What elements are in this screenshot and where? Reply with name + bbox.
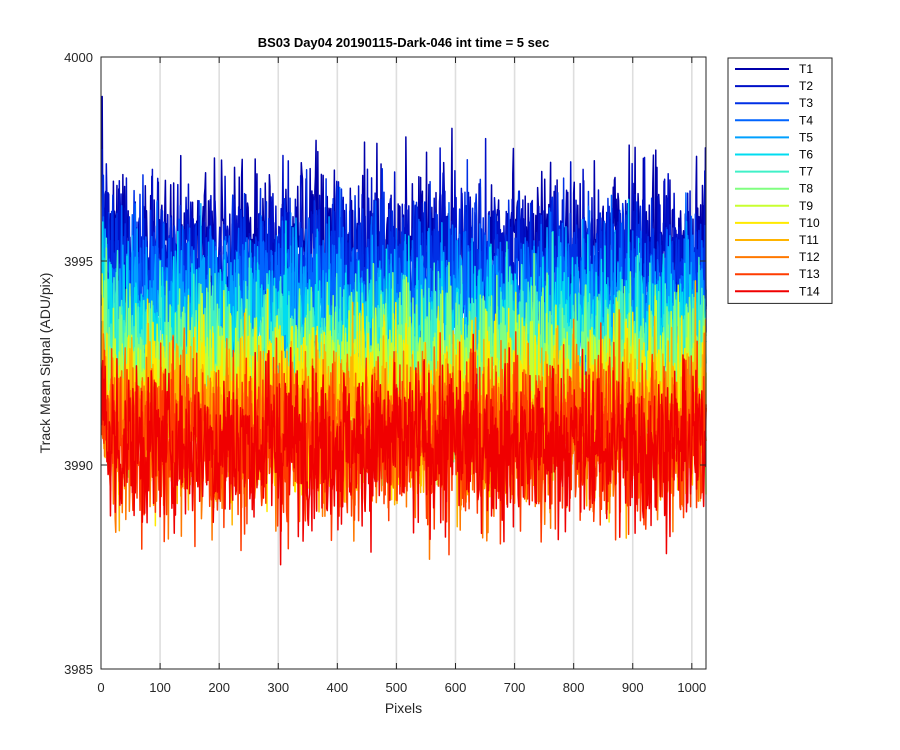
legend-label: T13: [799, 267, 820, 281]
legend-box: [727, 57, 833, 304]
x-tick-label: 300: [267, 680, 289, 695]
legend-label: T9: [799, 199, 813, 213]
legend-label: T11: [799, 233, 819, 247]
series-lines: [100, 95, 707, 566]
legend-label: T10: [799, 216, 820, 230]
x-tick-label: 400: [326, 680, 348, 695]
y-tick-label: 4000: [64, 50, 93, 65]
legend-label: T14: [799, 284, 820, 298]
series-line-T14: [100, 333, 707, 566]
y-tick-label: 3995: [64, 254, 93, 269]
y-tick-label: 3990: [64, 458, 93, 473]
y-axis-ticks: 3985 3990 3995 4000: [64, 50, 706, 677]
x-tick-label: 0: [97, 680, 104, 695]
x-tick-label: 1000: [677, 680, 706, 695]
legend-label: T3: [799, 96, 813, 110]
chart-title: BS03 Day04 20190115-Dark-046 int time = …: [258, 35, 550, 50]
x-tick-label: 100: [149, 680, 171, 695]
legend-label: T8: [799, 182, 813, 196]
legend-label: T12: [799, 250, 820, 264]
x-tick-label: 900: [622, 680, 644, 695]
legend-label: T4: [799, 113, 813, 127]
x-tick-label: 800: [563, 680, 585, 695]
legend: T1 T2 T3 T4 T5 T6 T7 T8 T9 T10 T11 T12 T13 T14: [727, 57, 833, 304]
x-tick-label: 700: [504, 680, 526, 695]
legend-label: T7: [799, 165, 813, 179]
legend-label: T5: [799, 130, 813, 144]
legend-label: T6: [799, 148, 813, 162]
plot-frame: [100, 56, 707, 670]
x-tick-label: 200: [208, 680, 230, 695]
x-axis-ticks: 0 100 200 300 400 500 600 700 800 900 1000: [97, 57, 706, 695]
x-tick-label: 500: [386, 680, 408, 695]
legend-label: T2: [799, 79, 813, 93]
x-tick-label: 600: [445, 680, 467, 695]
x-axis-label: Pixels: [385, 700, 422, 716]
y-axis-label: Track Mean Signal (ADU/pix): [37, 273, 53, 454]
legend-label: T1: [799, 62, 813, 76]
y-tick-label: 3985: [64, 662, 93, 677]
